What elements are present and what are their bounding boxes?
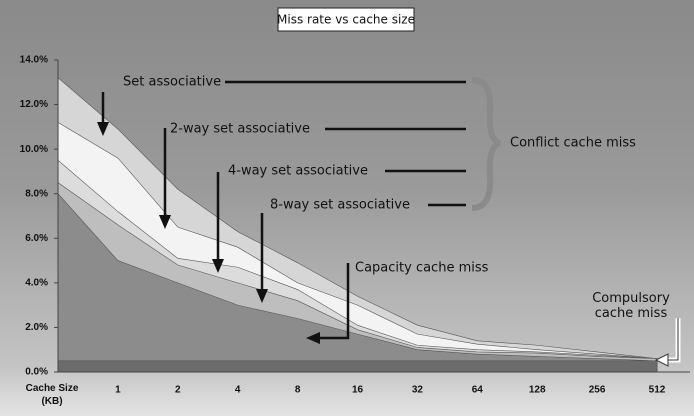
y-tick-label: 8.0% [25, 188, 48, 199]
x-tick-label: 32 [412, 385, 424, 396]
area [57, 192, 658, 373]
arrow-head [159, 215, 171, 229]
x-tick-label: 16 [352, 385, 364, 396]
x-tick-label: 1 [115, 385, 121, 396]
x-tick-label: 64 [472, 385, 484, 396]
y-tick-label: 12.0% [20, 99, 48, 110]
x-tick-label: 8 [295, 385, 301, 396]
annotation: 2-way set associative [170, 122, 310, 137]
x-axis-label: Cache Size (KB) [25, 383, 79, 407]
arrow-head [306, 332, 320, 344]
x-tick-label: 256 [589, 385, 606, 396]
y-tick-label: 4.0% [25, 277, 48, 288]
x-tick-label: 128 [529, 385, 546, 396]
x-tick-label: 4 [235, 385, 241, 396]
annotation: Capacity cache miss [355, 261, 489, 276]
y-tick-label: 14.0% [20, 55, 48, 66]
arrow-head [97, 122, 109, 136]
x-tick-label: 2 [175, 385, 181, 396]
y-tick-label: 0.0% [25, 367, 48, 378]
areas [57, 77, 658, 373]
chart-title: Miss rate vs cache size [277, 13, 415, 27]
annotations [97, 80, 466, 344]
title-box [277, 7, 415, 32]
arrow-head [256, 289, 268, 303]
arrow-head [654, 353, 669, 367]
axes: 0.0% 2.0% 4.0% 6.0% 8.0% 10.0% 12.0% 14.0% 1 2 4 8 1… [20, 55, 690, 396]
annotation: 4-way set associative [228, 164, 368, 179]
arrow [318, 263, 350, 340]
arrow-outline [664, 318, 679, 361]
y-tick-label: 6.0% [25, 233, 48, 244]
annotation: 8-way set associative [270, 198, 410, 213]
annotation: Set associative [123, 75, 221, 90]
y-tick-label: 10.0% [20, 144, 48, 155]
arrow-head [212, 259, 224, 273]
annotation: Compulsory cache miss [592, 291, 670, 321]
area [57, 360, 658, 373]
y-tick-label: 2.0% [25, 322, 48, 333]
brace [471, 77, 502, 211]
x-tick-label: 512 [649, 385, 666, 396]
annotation: Conflict cache miss [510, 136, 636, 151]
